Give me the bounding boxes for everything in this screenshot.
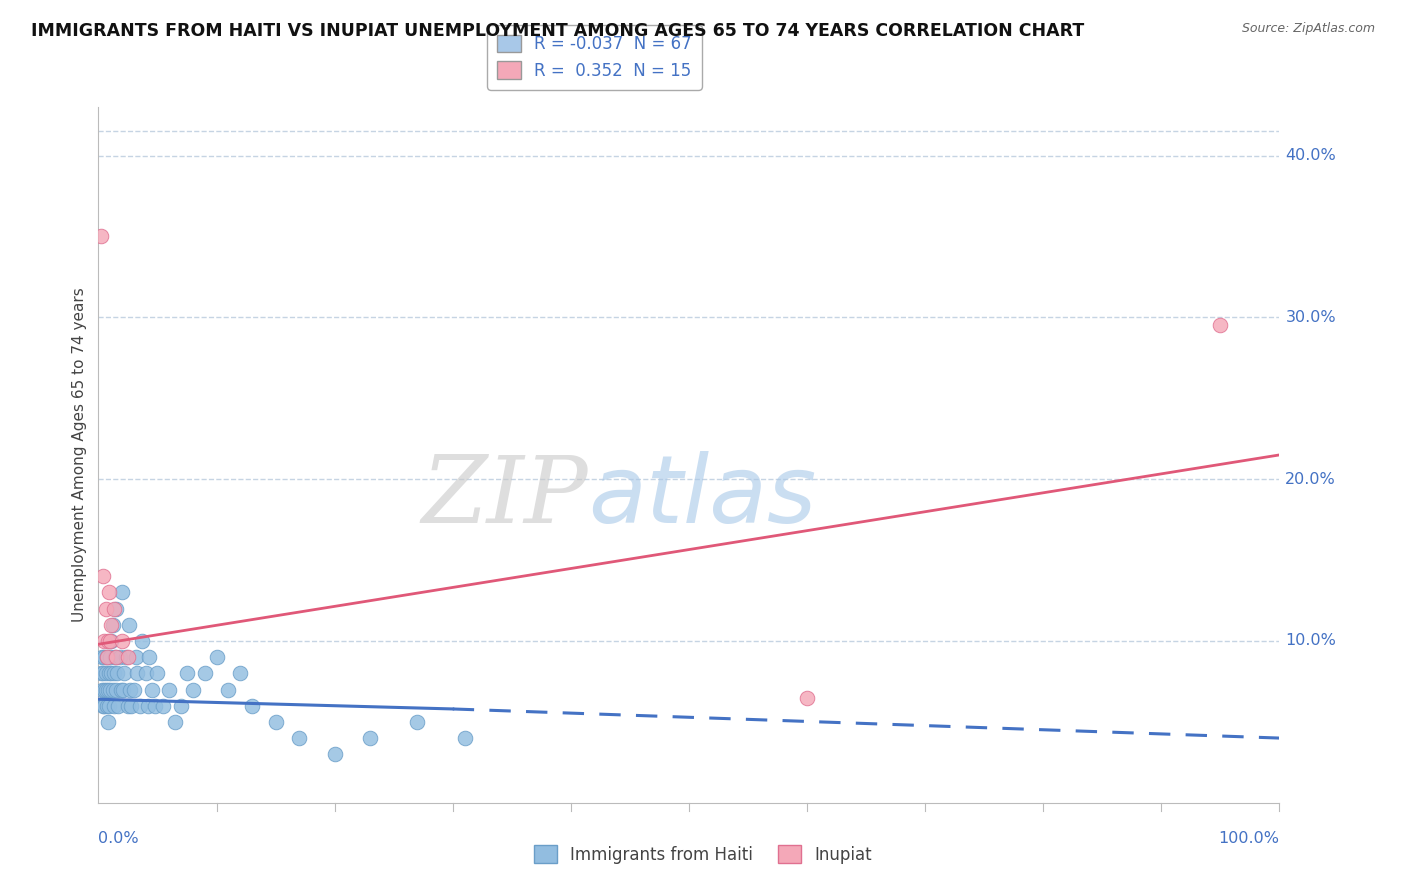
- Point: [100, 666, 122, 681]
- Point: [104, 650, 127, 665]
- Point: [111, 634, 134, 648]
- Point: [107, 698, 129, 713]
- Point: [103, 666, 125, 681]
- Point: [217, 682, 239, 697]
- Point: [135, 666, 157, 681]
- Point: [111, 585, 134, 599]
- Text: 20.0%: 20.0%: [1285, 472, 1336, 487]
- Point: [91, 698, 114, 713]
- Point: [127, 666, 149, 681]
- Text: 40.0%: 40.0%: [1285, 148, 1336, 163]
- Point: [114, 650, 136, 665]
- Point: [165, 714, 187, 729]
- Point: [105, 666, 128, 681]
- Point: [141, 682, 163, 697]
- Legend: R = -0.037  N = 67, R =  0.352  N = 15: R = -0.037 N = 67, R = 0.352 N = 15: [488, 25, 702, 89]
- Text: Source: ZipAtlas.com: Source: ZipAtlas.com: [1241, 22, 1375, 36]
- Point: [98, 698, 121, 713]
- Point: [118, 617, 141, 632]
- Point: [117, 650, 139, 665]
- Point: [194, 666, 217, 681]
- Text: 10.0%: 10.0%: [1285, 633, 1336, 648]
- Point: [176, 666, 198, 681]
- Point: [143, 698, 166, 713]
- Point: [101, 682, 124, 697]
- Point: [103, 601, 125, 615]
- Text: ZIP: ZIP: [422, 451, 589, 541]
- Point: [406, 714, 429, 729]
- Point: [101, 617, 124, 632]
- Point: [112, 682, 135, 697]
- Point: [98, 585, 121, 599]
- Point: [91, 569, 114, 583]
- Point: [138, 650, 160, 665]
- Point: [94, 666, 117, 681]
- Legend: Immigrants from Haiti, Inupiat: Immigrants from Haiti, Inupiat: [527, 838, 879, 871]
- Point: [97, 634, 120, 648]
- Point: [136, 698, 159, 713]
- Point: [94, 601, 117, 615]
- Point: [323, 747, 346, 762]
- Text: 30.0%: 30.0%: [1285, 310, 1336, 325]
- Text: IMMIGRANTS FROM HAITI VS INUPIAT UNEMPLOYMENT AMONG AGES 65 TO 74 YEARS CORRELAT: IMMIGRANTS FROM HAITI VS INUPIAT UNEMPLO…: [31, 22, 1084, 40]
- Point: [90, 229, 112, 244]
- Point: [91, 666, 114, 681]
- Point: [181, 682, 204, 697]
- Point: [453, 731, 475, 745]
- Point: [96, 650, 118, 665]
- Point: [229, 666, 252, 681]
- Point: [170, 698, 193, 713]
- Point: [96, 650, 118, 665]
- Point: [796, 690, 818, 705]
- Text: 0.0%: 0.0%: [98, 830, 139, 846]
- Point: [288, 731, 311, 745]
- Point: [125, 650, 148, 665]
- Point: [1209, 318, 1232, 333]
- Point: [98, 682, 121, 697]
- Point: [112, 666, 135, 681]
- Point: [205, 650, 228, 665]
- Point: [98, 666, 121, 681]
- Point: [108, 650, 131, 665]
- Point: [90, 666, 112, 681]
- Point: [240, 698, 263, 713]
- Point: [146, 666, 169, 681]
- Point: [93, 650, 115, 665]
- Point: [91, 682, 114, 697]
- Point: [110, 682, 132, 697]
- Point: [100, 617, 122, 632]
- Point: [131, 634, 153, 648]
- Point: [97, 714, 120, 729]
- Point: [93, 698, 115, 713]
- Point: [93, 634, 115, 648]
- Point: [128, 698, 150, 713]
- Text: atlas: atlas: [589, 451, 817, 542]
- Point: [105, 682, 128, 697]
- Point: [121, 698, 143, 713]
- Point: [264, 714, 287, 729]
- Point: [94, 682, 117, 697]
- Point: [152, 698, 174, 713]
- Point: [105, 601, 128, 615]
- Point: [98, 634, 121, 648]
- Point: [103, 698, 125, 713]
- Point: [98, 650, 121, 665]
- Text: 100.0%: 100.0%: [1219, 830, 1279, 846]
- Point: [97, 682, 120, 697]
- Y-axis label: Unemployment Among Ages 65 to 74 years: Unemployment Among Ages 65 to 74 years: [72, 287, 87, 623]
- Point: [157, 682, 180, 697]
- Point: [100, 634, 122, 648]
- Point: [96, 698, 118, 713]
- Point: [91, 650, 114, 665]
- Point: [93, 682, 115, 697]
- Point: [105, 650, 128, 665]
- Point: [122, 682, 145, 697]
- Point: [120, 682, 142, 697]
- Point: [117, 698, 139, 713]
- Point: [359, 731, 381, 745]
